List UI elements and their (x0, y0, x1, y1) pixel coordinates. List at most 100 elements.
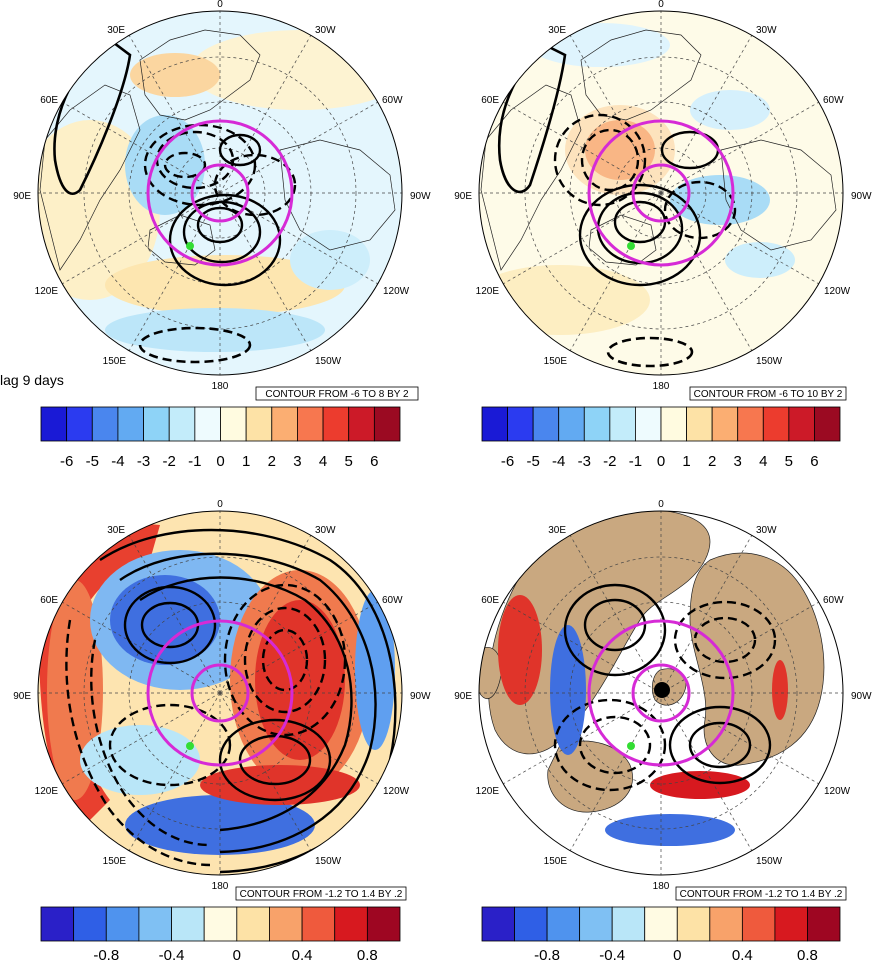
colorbar-swatch (481, 406, 508, 442)
map-border (37, 10, 403, 376)
lon-label: 90W (851, 191, 872, 202)
colorbar-swatch (269, 906, 303, 942)
lon-label: 150W (315, 356, 342, 367)
region-outer-ring (587, 619, 735, 767)
colorbar-swatch (373, 406, 401, 442)
lon-label: 60W (382, 95, 403, 106)
lon-label: 90E (454, 191, 472, 202)
lon-label: 0 (217, 499, 223, 510)
parallel (83, 56, 357, 330)
colorbar-tick-label: -4 (552, 453, 565, 470)
marker-point (186, 242, 194, 250)
colorbar-swatch (644, 906, 678, 942)
colorbar-tick-label: 0.8 (357, 947, 378, 964)
colorbar: -0.8 -0.4 0 0.4 0.8 (40, 906, 401, 964)
panel-top-right: 0 30W 60W 90W 120W 150W 180 150E 120E 90… (454, 0, 872, 470)
parallel (128, 101, 312, 285)
lon-label: 150E (103, 856, 127, 867)
parallel (569, 101, 753, 285)
colorbar-swatch (507, 406, 534, 442)
shade-positive (130, 53, 220, 97)
parallel (128, 601, 312, 785)
contour-negative (261, 628, 309, 692)
map-border (37, 510, 403, 876)
contour-positive (119, 552, 377, 854)
marker-point (186, 742, 194, 750)
shade-negative (670, 175, 770, 225)
region-inner-ring (631, 663, 691, 723)
colorbar-swatch (709, 906, 743, 942)
colorbar-swatch (737, 406, 764, 442)
lon-label: 30W (756, 525, 777, 536)
contour-info-box (255, 386, 419, 401)
map-disk (479, 511, 843, 875)
colorbar-tick-label: -5 (526, 453, 539, 470)
colorbar-tick-label: -0.8 (534, 947, 560, 964)
lon-label: 90W (851, 691, 872, 702)
contour-positive (497, 43, 567, 194)
lon-label: 30W (315, 25, 336, 36)
contour-positive (218, 718, 332, 802)
meridian (219, 692, 379, 785)
contour-positive (168, 193, 282, 287)
contour-positive (218, 133, 262, 167)
colorbar-tick-label: -5 (86, 453, 99, 470)
map-border (478, 510, 844, 876)
lon-label: 120E (35, 286, 59, 297)
contour-positive (123, 585, 217, 665)
lon-label: 90W (410, 691, 431, 702)
land-mass (547, 740, 633, 813)
contour-negative (243, 606, 327, 714)
marker-point (627, 242, 635, 250)
contour-negative (90, 639, 211, 847)
parallel (569, 601, 753, 785)
contour-negative (65, 619, 211, 867)
region-outer-ring (587, 119, 735, 267)
shade-positive (772, 660, 788, 720)
lon-label: 120E (35, 786, 59, 797)
lon-label: 60W (382, 595, 403, 606)
lon-label: 150W (315, 856, 342, 867)
lon-label: 60W (823, 95, 844, 106)
contour-positive (578, 183, 702, 287)
map-disk (38, 11, 402, 375)
colorbar-swatch (271, 406, 298, 442)
colorbar-tick-label: 5 (345, 453, 353, 470)
lon-label: 60E (481, 95, 499, 106)
panel-bottom-right: 0 30W 60W 90W 120W 150W 180 150E 120E 90… (454, 499, 872, 964)
colorbar: -6 -5 -4 -3 -2 -1 0 1 2 3 4 5 6 (481, 406, 841, 470)
lon-label: 60E (40, 595, 58, 606)
colorbar-swatch (686, 406, 713, 442)
land-mass (689, 552, 825, 766)
colorbar-swatch (334, 906, 368, 942)
region-inner-ring (190, 663, 250, 723)
colorbar-swatch (143, 406, 170, 442)
colorbar-swatch (66, 406, 93, 442)
land-outline (580, 29, 702, 121)
colorbar-tick-label: -1 (188, 453, 201, 470)
region-outer-ring (146, 619, 294, 767)
lon-label: 120E (476, 286, 500, 297)
contour-negative (693, 616, 757, 664)
colorbar-swatch (138, 906, 172, 942)
lon-label: 150E (103, 356, 127, 367)
colorbar: -6 -5 -4 -3 -2 -1 0 1 2 3 4 5 6 (40, 406, 401, 470)
colorbar-swatch (583, 406, 611, 442)
lon-label: 120W (383, 286, 410, 297)
meridian (660, 692, 753, 852)
lon-label: 0 (217, 0, 223, 10)
meridian (61, 692, 221, 785)
lon-label: 30E (548, 525, 566, 536)
lag-label: lag 9 days (0, 372, 64, 388)
colorbar-swatch (366, 906, 401, 942)
lon-label: 150W (756, 356, 783, 367)
land-mass (488, 511, 711, 755)
lon-label: 30E (107, 525, 125, 536)
contour-negative (108, 703, 232, 787)
colorbar-tick-label: 0 (216, 453, 224, 470)
lon-label: 30E (107, 25, 125, 36)
contour-negative (553, 113, 647, 207)
colorbar-tick-label: 6 (810, 453, 818, 470)
contour-positive (238, 734, 312, 786)
colorbar-tick-label: -6 (60, 453, 73, 470)
